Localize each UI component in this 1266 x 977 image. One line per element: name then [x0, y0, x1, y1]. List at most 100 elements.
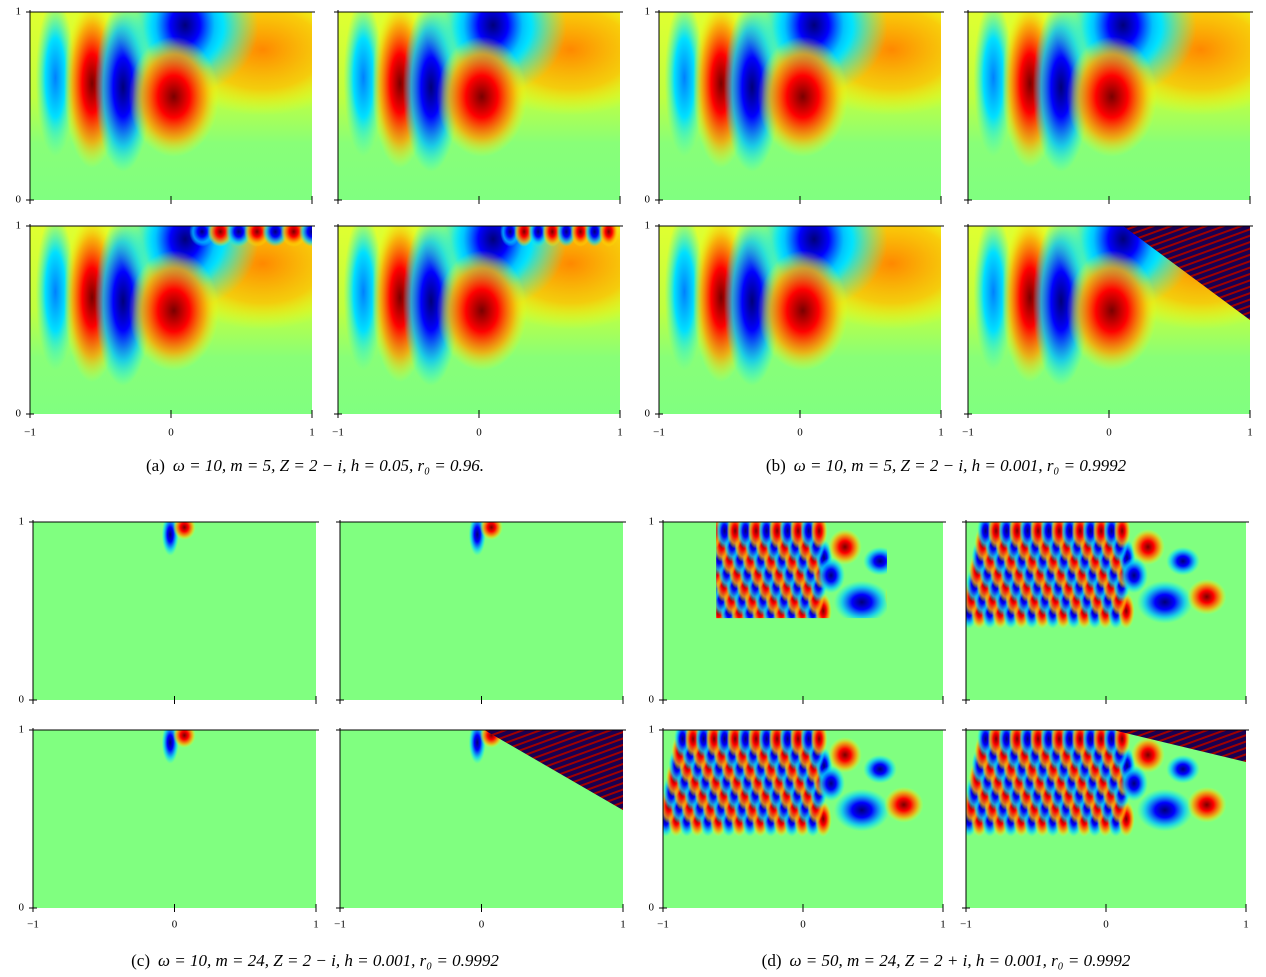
x-tick-label: 0: [172, 919, 178, 931]
field-blob: [757, 250, 848, 371]
heatmap-panel: 01−1 0 1: [19, 724, 319, 931]
caption: (c) ω = 10, m = 24, Z = 2 − i, h = 0.001,…: [131, 951, 499, 970]
field-blob: [664, 12, 705, 157]
heatmap-panel: 01: [16, 6, 315, 206]
field-blob: [828, 529, 862, 565]
caption-text: ω = 10, m = 24, Z = 2 − i, h = 0.001, r₀…: [158, 951, 499, 970]
field-blob: [1066, 36, 1157, 157]
field-blob: [664, 226, 705, 371]
field-blob: [833, 788, 890, 832]
heatmap-image: [30, 12, 312, 200]
x-tick-label: −1: [960, 919, 972, 931]
y-tick-label: 1: [649, 516, 655, 528]
field-blob: [973, 226, 1014, 371]
heatmap-image: [968, 12, 1250, 200]
x-tick-label: −1: [24, 427, 36, 439]
x-tick-label: 0: [1106, 427, 1112, 439]
x-tick-label: 0: [1103, 919, 1109, 931]
heatmap-panel: [962, 520, 1249, 704]
y-tick-label: 0: [16, 194, 22, 206]
y-tick-label: 0: [645, 408, 651, 420]
field-blob: [436, 250, 527, 371]
field-blob: [128, 36, 219, 157]
field-blob: [1166, 546, 1200, 576]
heatmap-image: [30, 226, 312, 414]
caption-label: (d): [762, 951, 782, 970]
field-blob: [884, 786, 924, 823]
heatmap-image: [663, 522, 943, 700]
heatmap-image: [966, 730, 1246, 908]
field-blob: [1113, 730, 1131, 757]
field-blob: [343, 12, 384, 157]
field-blob: [173, 522, 196, 540]
field-blob: [480, 522, 503, 540]
heatmap-panel: 01−1 0 1: [16, 220, 315, 439]
x-tick-label: 1: [1247, 427, 1253, 439]
field-blob: [35, 226, 76, 371]
unstable-region: [1123, 226, 1250, 320]
heatmap-image: [659, 12, 941, 200]
x-tick-label: 1: [617, 427, 623, 439]
y-tick-label: 1: [19, 724, 25, 736]
field-blob: [299, 226, 312, 247]
heatmap-panel: −1 0 1: [334, 728, 626, 931]
heatmap-image: [340, 730, 623, 908]
heatmap-panel: −1 0 1: [332, 224, 623, 439]
x-tick-label: 1: [940, 919, 946, 931]
field-blob: [1136, 580, 1193, 624]
x-tick-label: −1: [962, 427, 974, 439]
x-tick-label: −1: [657, 919, 669, 931]
heatmap-image: [33, 522, 316, 700]
caption-label: (b): [766, 456, 786, 475]
field-blob: [884, 587, 888, 606]
heatmap-image: [966, 522, 1246, 700]
y-tick-label: 0: [19, 902, 25, 914]
caption-text: ω = 10, m = 5, Z = 2 − i, h = 0.001, r₀ …: [794, 456, 1127, 475]
caption: (d) ω = 50, m = 24, Z = 2 + i, h = 0.001,…: [762, 951, 1131, 970]
x-tick-label: 1: [1243, 919, 1249, 931]
heatmap-panel: 01: [649, 516, 946, 706]
x-tick-label: 0: [800, 919, 806, 931]
heatmap-panel: 01: [19, 516, 319, 706]
field-blob: [1131, 529, 1165, 565]
y-tick-label: 1: [649, 724, 655, 736]
y-tick-label: 0: [649, 902, 655, 914]
field-blob: [1066, 250, 1157, 371]
heatmap-image: [33, 730, 316, 908]
field-blob: [1120, 765, 1148, 802]
field-blob: [833, 580, 888, 619]
heatmap-image: [659, 226, 941, 414]
wave-region: [716, 522, 888, 619]
y-tick-label: 1: [645, 6, 651, 18]
caption-label: (c): [131, 951, 150, 970]
x-tick-label: 0: [476, 427, 482, 439]
field-blob: [343, 226, 384, 371]
caption-text: ω = 10, m = 5, Z = 2 − i, h = 0.05, r₀ =…: [173, 456, 484, 475]
heatmap-panel: −1 0 1: [960, 728, 1249, 931]
field-blob: [1187, 578, 1227, 615]
x-tick-label: −1: [332, 427, 344, 439]
field-blob: [1120, 557, 1148, 594]
y-tick-label: 1: [16, 220, 22, 232]
field-blob: [863, 754, 897, 784]
heatmap-image: [338, 226, 620, 414]
field-blob: [828, 737, 862, 773]
field-blob: [128, 250, 219, 371]
field-blob: [173, 730, 196, 748]
x-tick-label: 1: [620, 919, 626, 931]
field-blob: [436, 36, 527, 157]
field-blob: [1136, 788, 1193, 832]
caption: (a) ω = 10, m = 5, Z = 2 − i, h = 0.05, r…: [146, 456, 484, 475]
field-blob: [1113, 522, 1131, 549]
field-blob: [1166, 754, 1200, 784]
heatmap-panel: 01−1 0 1: [645, 220, 944, 439]
heatmap-panel: −1 0 1: [962, 224, 1253, 439]
x-tick-label: −1: [653, 427, 665, 439]
field-blob: [1187, 786, 1227, 823]
field-blob: [35, 12, 76, 157]
x-tick-label: −1: [334, 919, 346, 931]
heatmap-panel: 01: [645, 6, 944, 206]
heatmap-panel: 01−1 0 1: [649, 724, 946, 931]
caption: (b) ω = 10, m = 5, Z = 2 − i, h = 0.001, …: [766, 456, 1127, 475]
